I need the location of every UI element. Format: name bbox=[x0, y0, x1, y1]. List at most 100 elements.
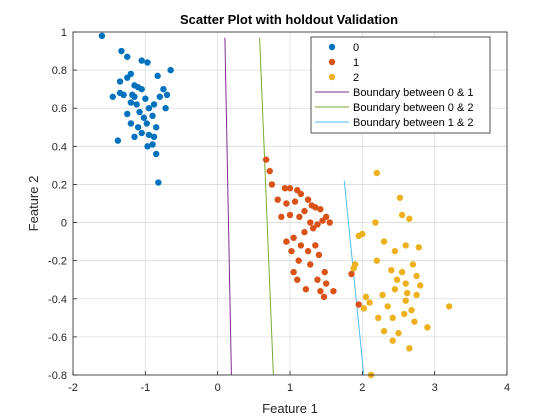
data-point-class-1 bbox=[302, 286, 310, 293]
legend-label: 2 bbox=[353, 72, 359, 84]
data-point-class-2 bbox=[402, 280, 409, 287]
data-point-class-0 bbox=[149, 112, 156, 120]
data-point-class-0 bbox=[156, 93, 163, 100]
data-point-class-1 bbox=[290, 234, 297, 241]
y-tick-label: 1 bbox=[61, 27, 67, 39]
data-point-class-1 bbox=[290, 268, 297, 276]
y-axis-label: Feature 2 bbox=[26, 176, 41, 232]
data-point-class-1 bbox=[301, 228, 308, 236]
data-point-class-1 bbox=[304, 247, 312, 255]
data-point-class-2 bbox=[409, 261, 417, 268]
y-tick-label: 0 bbox=[61, 218, 67, 230]
data-point-class-2 bbox=[445, 303, 453, 310]
data-point-class-0 bbox=[127, 120, 135, 127]
x-tick-label: 0 bbox=[215, 382, 221, 394]
data-point-class-1 bbox=[312, 242, 319, 249]
data-point-class-1 bbox=[314, 221, 321, 228]
legend-label: 0 bbox=[353, 42, 359, 54]
data-point-class-1 bbox=[295, 257, 302, 264]
legend-label: Boundary between 1 & 2 bbox=[353, 117, 473, 129]
data-point-class-2 bbox=[398, 268, 406, 276]
data-point-class-1 bbox=[317, 287, 324, 295]
y-tick-label: -0.6 bbox=[48, 332, 67, 344]
data-point-class-1 bbox=[283, 238, 290, 245]
data-point-class-1 bbox=[262, 156, 270, 163]
data-point-class-0 bbox=[160, 85, 167, 93]
data-point-class-2 bbox=[406, 345, 413, 352]
y-tick-label: -0.2 bbox=[48, 256, 67, 268]
tick-labels: -2 -1 0 1 2 3 4 -0.8 -0.6 -0.4 -0.2 0 0.2 0.4 0.6 0.8 1 bbox=[48, 27, 510, 394]
data-point-class-2 bbox=[417, 282, 424, 289]
data-point-class-2 bbox=[413, 272, 420, 280]
data-point-class-0 bbox=[138, 85, 145, 93]
data-point-class-2 bbox=[424, 324, 431, 331]
data-point-class-2 bbox=[366, 299, 373, 306]
data-point-class-0 bbox=[134, 124, 142, 131]
legend-label: Boundary between 0 & 2 bbox=[353, 102, 473, 114]
data-point-class-2 bbox=[395, 329, 402, 337]
data-point-class-2 bbox=[389, 314, 396, 322]
data-point-class-0 bbox=[154, 72, 161, 80]
data-point-class-0 bbox=[149, 141, 156, 148]
data-point-class-0 bbox=[144, 143, 151, 150]
data-point-class-0 bbox=[133, 101, 140, 108]
data-point-class-2 bbox=[362, 293, 370, 301]
data-point-class-0 bbox=[143, 120, 150, 127]
data-point-class-1 bbox=[317, 206, 324, 213]
data-point-class-2 bbox=[372, 219, 379, 226]
boundary-line bbox=[259, 37, 274, 376]
data-point-class-2 bbox=[380, 327, 388, 335]
data-point-class-1 bbox=[286, 211, 294, 219]
data-point-class-0 bbox=[138, 57, 145, 64]
data-point-class-0 bbox=[98, 32, 106, 40]
data-point-class-0 bbox=[116, 89, 124, 97]
data-point-class-0 bbox=[155, 179, 162, 186]
data-points bbox=[98, 32, 453, 379]
data-point-class-0 bbox=[124, 110, 131, 118]
data-point-class-1 bbox=[301, 207, 308, 215]
data-point-class-2 bbox=[384, 303, 391, 310]
data-point-class-0 bbox=[167, 66, 174, 74]
data-point-class-1 bbox=[274, 196, 281, 203]
data-point-class-1 bbox=[268, 181, 276, 188]
data-point-class-1 bbox=[315, 251, 323, 259]
data-point-class-2 bbox=[402, 297, 409, 304]
data-point-class-0 bbox=[131, 133, 138, 141]
data-point-class-1 bbox=[281, 185, 289, 192]
data-point-class-1 bbox=[321, 268, 328, 276]
data-point-class-1 bbox=[307, 261, 314, 268]
data-point-class-0 bbox=[150, 101, 158, 108]
data-point-class-0 bbox=[152, 150, 160, 158]
data-point-class-1 bbox=[322, 213, 330, 221]
x-tick-label: 3 bbox=[432, 382, 438, 394]
x-tick-label: -2 bbox=[68, 382, 78, 394]
x-tick-label: -1 bbox=[140, 382, 150, 394]
x-tick-label: 1 bbox=[287, 382, 293, 394]
data-point-class-2 bbox=[388, 266, 395, 274]
data-point-class-2 bbox=[401, 310, 408, 318]
data-point-class-1 bbox=[312, 204, 319, 211]
data-point-class-2 bbox=[408, 307, 415, 314]
data-point-class-0 bbox=[140, 114, 148, 121]
data-point-class-0 bbox=[152, 124, 160, 131]
data-point-class-0 bbox=[163, 91, 171, 99]
data-point-class-0 bbox=[124, 74, 131, 81]
y-tick-label: 0.2 bbox=[52, 179, 67, 191]
data-point-class-2 bbox=[375, 314, 382, 322]
data-point-class-1 bbox=[355, 301, 362, 308]
data-point-class-0 bbox=[162, 105, 169, 112]
data-point-class-1 bbox=[348, 270, 355, 278]
data-point-class-2 bbox=[360, 305, 367, 312]
data-point-class-1 bbox=[266, 167, 273, 175]
data-point-class-2 bbox=[411, 318, 418, 325]
data-point-class-1 bbox=[278, 213, 285, 221]
data-point-class-1 bbox=[326, 219, 333, 226]
data-point-class-1 bbox=[322, 280, 330, 287]
data-point-class-2 bbox=[403, 289, 411, 297]
x-axis-label: Feature 1 bbox=[262, 401, 318, 416]
data-point-class-1 bbox=[330, 287, 337, 295]
data-point-class-1 bbox=[297, 190, 305, 198]
data-point-class-2 bbox=[402, 242, 409, 249]
data-point-class-0 bbox=[127, 99, 135, 106]
data-point-class-1 bbox=[320, 293, 328, 301]
